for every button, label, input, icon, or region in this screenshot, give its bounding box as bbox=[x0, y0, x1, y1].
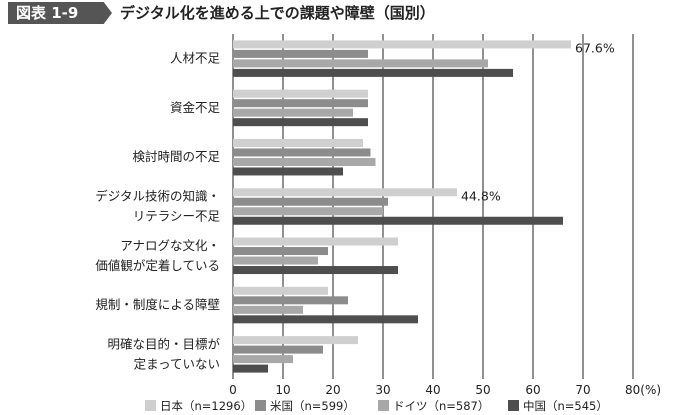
legend-label-2: 米国（n=599） bbox=[270, 399, 355, 413]
bar-cat4-series4 bbox=[233, 216, 563, 225]
bar-cat3-series1 bbox=[233, 138, 363, 147]
bar-cat1-series1 bbox=[233, 40, 571, 49]
bar-cat6-series4 bbox=[233, 315, 418, 324]
bar-cat4-series1 bbox=[233, 188, 457, 197]
bar-cat7-series2 bbox=[233, 345, 323, 354]
category-label-7-line1: 明確な目的・目標が bbox=[107, 336, 220, 351]
bar-cat3-series4 bbox=[233, 167, 343, 176]
bar-cat5-series2 bbox=[233, 247, 328, 256]
category-label-5-line2: 価値観が定着している bbox=[95, 258, 220, 273]
bar-cat1-series2 bbox=[233, 49, 368, 58]
bar-cat3-series2 bbox=[233, 148, 371, 157]
category-label-1: 人材不足 bbox=[170, 51, 221, 66]
bar-cat5-series1 bbox=[233, 237, 398, 246]
bar-cat3-series3 bbox=[233, 157, 376, 166]
legend-label-4: 中国（n=545） bbox=[523, 399, 608, 413]
bar-cat4-series2 bbox=[233, 197, 388, 206]
chart-title: デジタル化を進める上での課題や障壁（国別） bbox=[120, 4, 435, 22]
x-tick-label-50: 50 bbox=[475, 383, 490, 397]
bar-cat2-series3 bbox=[233, 108, 353, 117]
category-label-7-line2: 定まっていない bbox=[134, 356, 220, 371]
x-tick-label-0: 0 bbox=[229, 383, 237, 397]
bar-cat6-series1 bbox=[233, 286, 328, 295]
bar-cat7-series1 bbox=[233, 336, 358, 345]
bar-cat1-series4 bbox=[233, 68, 513, 77]
bar-cat1-series3 bbox=[233, 59, 488, 68]
x-tick-label-10: 10 bbox=[275, 383, 290, 397]
category-label-2: 資金不足 bbox=[170, 100, 221, 115]
legend-swatch-1 bbox=[145, 400, 156, 411]
bar-cat5-series4 bbox=[233, 266, 398, 275]
bar-cat7-series4 bbox=[233, 364, 268, 373]
legend-swatch-3 bbox=[378, 400, 389, 411]
bar-cat2-series4 bbox=[233, 118, 368, 127]
bar-cat4-series3 bbox=[233, 207, 383, 216]
bar-cat2-series2 bbox=[233, 99, 368, 108]
legend-label-1: 日本（n=1296） bbox=[160, 399, 252, 413]
category-label-6: 規制・制度による障壁 bbox=[95, 297, 220, 312]
x-tick-label-40: 40 bbox=[425, 383, 440, 397]
data-label-2: 44.8% bbox=[461, 188, 501, 203]
legend-swatch-2 bbox=[255, 400, 266, 411]
bar-cat6-series2 bbox=[233, 296, 348, 305]
x-tick-label-70: 70 bbox=[575, 383, 590, 397]
data-label-1: 67.6% bbox=[575, 40, 615, 55]
bar-cat5-series3 bbox=[233, 256, 318, 265]
x-tick-label-20: 20 bbox=[325, 383, 340, 397]
x-tick-label-80: 80(%) bbox=[625, 383, 661, 397]
legend-swatch-4 bbox=[508, 400, 519, 411]
bar-cat2-series1 bbox=[233, 89, 368, 98]
x-tick-label-60: 60 bbox=[525, 383, 540, 397]
category-label-4-line2: リテラシー不足 bbox=[133, 209, 221, 224]
category-label-4-line1: デジタル技術の知識・ bbox=[95, 189, 220, 204]
x-tick-label-30: 30 bbox=[375, 383, 390, 397]
figure-header: 図表 1-9 デジタル化を進める上での課題や障壁（国別） bbox=[0, 0, 693, 26]
figure-label: 図表 1-9 bbox=[8, 2, 112, 24]
bar-cat7-series3 bbox=[233, 355, 293, 364]
bar-cat6-series3 bbox=[233, 305, 303, 314]
legend-label-3: ドイツ（n=587） bbox=[393, 399, 489, 413]
category-label-5-line1: アナログな文化・ bbox=[120, 238, 220, 253]
category-label-3: 検討時間の不足 bbox=[132, 149, 220, 164]
